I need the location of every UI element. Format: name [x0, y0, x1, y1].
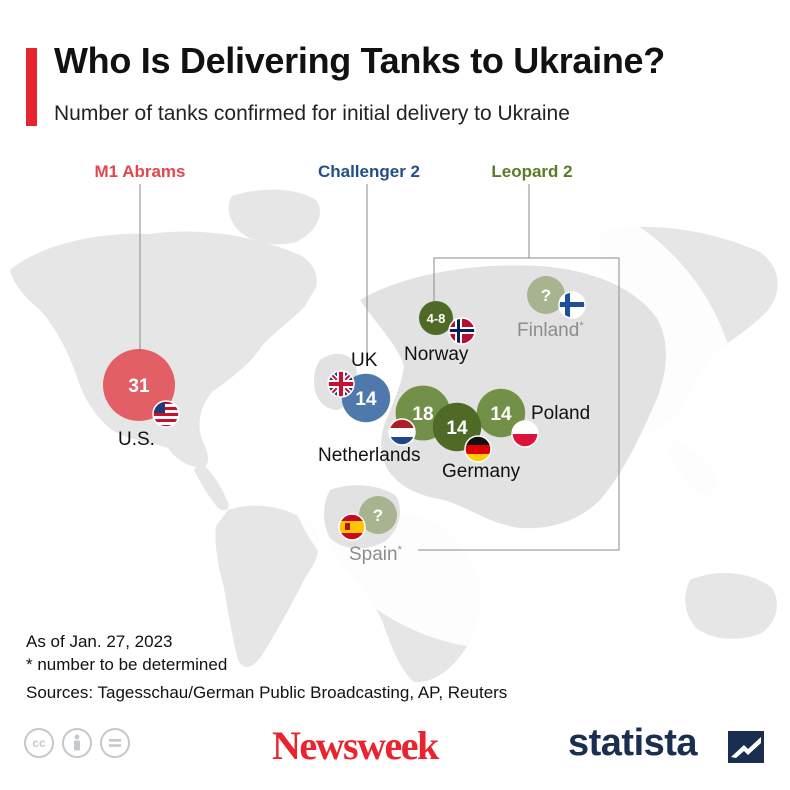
group-label-abrams: M1 Abrams: [94, 162, 185, 181]
australia-land: [685, 573, 777, 639]
footnote-date: As of Jan. 27, 2023: [26, 632, 173, 651]
no-derivatives-icon: [100, 728, 130, 758]
group-label-challenger: Challenger 2: [318, 162, 420, 181]
attribution-icon: [62, 728, 92, 758]
group-label-leopard: Leopard 2: [491, 162, 572, 181]
bubble-norway: [419, 301, 453, 335]
spain-asterisk: *: [398, 544, 403, 556]
country-label-germany: Germany: [442, 461, 521, 482]
country-label-poland: Poland: [531, 403, 590, 424]
leader-lines: [139, 184, 620, 551]
germany-flag-icon: [465, 436, 491, 462]
statista-logo: statista: [568, 722, 698, 764]
country-label-netherlands: Netherlands: [318, 445, 420, 466]
value-label-poland: 14: [490, 404, 512, 425]
bubble-us: [103, 349, 175, 421]
finland-name: Finland: [517, 320, 579, 341]
country-label-finland: Finland*: [517, 320, 584, 341]
north-america-land: [10, 231, 317, 467]
greenland-land: [228, 189, 320, 245]
value-label-us: 31: [128, 376, 150, 397]
footnote-undetermined: * number to be determined: [26, 655, 228, 674]
country-label-spain: Spain*: [349, 544, 403, 565]
bubbles: [103, 276, 565, 534]
cc-icon: cc: [24, 728, 54, 758]
bubble-finland: [527, 276, 565, 314]
country-label-uk: UK: [351, 350, 378, 371]
country-label-us: U.S.: [118, 429, 155, 450]
value-label-germany: 14: [446, 418, 468, 439]
spain-flag-icon: [339, 514, 365, 540]
leopard-leader-line: [433, 184, 530, 306]
value-label-uk: 14: [355, 389, 377, 410]
finland-asterisk: *: [579, 320, 584, 332]
license-icons: cc: [24, 728, 130, 758]
country-label-norway: Norway: [404, 344, 469, 365]
value-label-spain: ?: [373, 506, 383, 525]
title-accent-bar: [26, 48, 37, 126]
bubble-poland: [476, 388, 526, 438]
flag-outlines: [152, 291, 586, 541]
value-label-finland: ?: [541, 286, 551, 305]
leopard-bracket-line: [418, 257, 620, 551]
newsweek-logo: Newsweek: [272, 723, 439, 768]
statista-mark-icon: [728, 731, 764, 763]
south-america-land: [215, 505, 320, 667]
spain-name: Spain: [349, 544, 398, 565]
chart-title: Who Is Delivering Tanks to Ukraine?: [54, 40, 665, 81]
netherlands-flag-icon: [389, 419, 415, 445]
central-america-land: [194, 462, 229, 511]
poland-flag-icon: [512, 421, 538, 447]
footnote-sources: Sources: Tagesschau/German Public Broadc…: [26, 683, 508, 702]
value-label-netherlands: 18: [412, 404, 433, 425]
value-label-norway: 4-8: [427, 311, 446, 326]
bubble-spain: [359, 496, 397, 534]
chart-subtitle: Number of tanks confirmed for initial de…: [54, 102, 570, 125]
